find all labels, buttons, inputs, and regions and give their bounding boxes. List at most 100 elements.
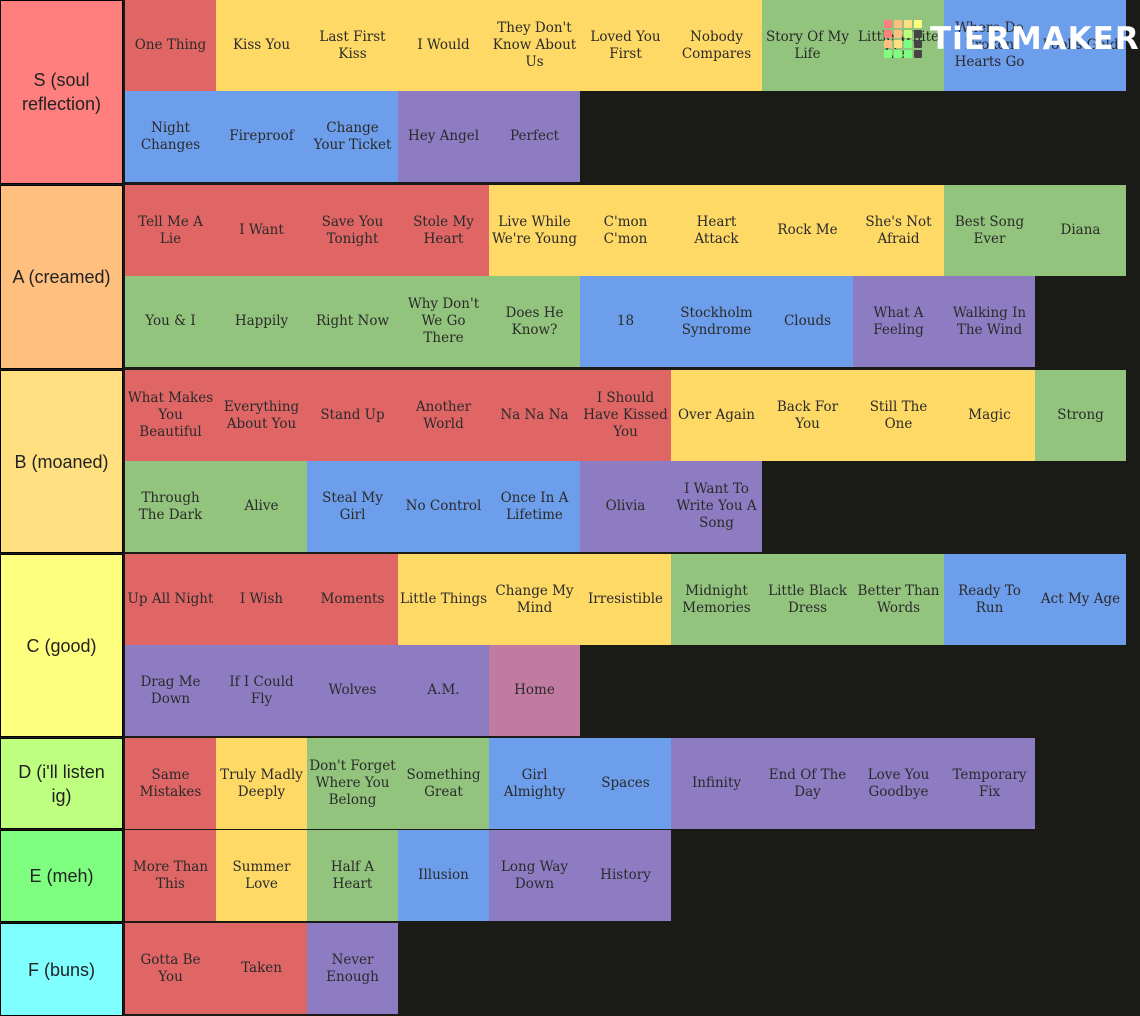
logo-grid-square [884, 50, 892, 58]
tier-item-card[interactable]: Clouds [762, 276, 853, 367]
tier-item-card[interactable]: Never Enough [307, 923, 398, 1014]
tier-item-card[interactable]: Live While We're Young [489, 185, 580, 276]
tier-item-card[interactable]: Through The Dark [125, 461, 216, 552]
tier-item-card[interactable]: Wolves [307, 645, 398, 736]
tier-item-card[interactable]: They Don't Know About Us [489, 0, 580, 91]
tier-item-card[interactable]: Still The One [853, 370, 944, 461]
tier-item-card[interactable]: I Want [216, 185, 307, 276]
tier-item-card[interactable]: Heart Attack [671, 185, 762, 276]
tier-item-card[interactable]: Don't Forget Where You Belong [307, 738, 398, 829]
tier-item-card[interactable]: Moments [307, 554, 398, 645]
tier-item-card[interactable]: Truly Madly Deeply [216, 738, 307, 829]
tier-label[interactable]: C (good) [0, 554, 123, 737]
tier-label[interactable]: F (buns) [0, 923, 123, 1016]
tier-item-card[interactable]: Right Now [307, 276, 398, 367]
tier-item-card[interactable]: Home [489, 645, 580, 736]
tier-item-card[interactable]: Fireproof [216, 91, 307, 182]
tier-item-card[interactable]: Little Things [398, 554, 489, 645]
tier-item-card[interactable]: If I Could Fly [216, 645, 307, 736]
tier-item-card[interactable]: I Should Have Kissed You [580, 370, 671, 461]
tier-item-card[interactable]: Change My Mind [489, 554, 580, 645]
tier-item-card[interactable]: Does He Know? [489, 276, 580, 367]
tier-item-card[interactable]: Up All Night [125, 554, 216, 645]
logo-grid-square [894, 40, 902, 48]
tier-item-card[interactable]: Diana [1035, 185, 1126, 276]
tier-item-card[interactable]: Little Black Dress [762, 554, 853, 645]
tier-item-card[interactable]: Better Than Words [853, 554, 944, 645]
tier-item-card[interactable]: More Than This [125, 830, 216, 921]
tier-item-card[interactable]: I Want To Write You A Song [671, 461, 762, 552]
tier-item-card[interactable]: Hey Angel [398, 91, 489, 182]
tier-item-card[interactable]: Temporary Fix [944, 738, 1035, 829]
tier-item-card[interactable]: She's Not Afraid [853, 185, 944, 276]
tier-item-card[interactable]: Tell Me A Lie [125, 185, 216, 276]
tier-item-card[interactable]: Alive [216, 461, 307, 552]
tier-item-card[interactable]: Act My Age [1035, 554, 1126, 645]
tier-item-card[interactable]: Spaces [580, 738, 671, 829]
tier-item-card[interactable]: Everything About You [216, 370, 307, 461]
tier-item-card[interactable]: No Control [398, 461, 489, 552]
tier-item-card[interactable]: Girl Almighty [489, 738, 580, 829]
tier-label[interactable]: D (i'll listen ig) [0, 738, 123, 829]
tier-item-card[interactable]: Stole My Heart [398, 185, 489, 276]
tier-item-card[interactable]: Save You Tonight [307, 185, 398, 276]
tier-item-card[interactable]: Na Na Na [489, 370, 580, 461]
tier-item-card[interactable]: Long Way Down [489, 830, 580, 921]
tier-item-card[interactable]: Walking In The Wind [944, 276, 1035, 367]
tier-item-card[interactable]: Over Again [671, 370, 762, 461]
tier-item-card[interactable]: Something Great [398, 738, 489, 829]
tier-item-card[interactable]: Illusion [398, 830, 489, 921]
tier-items-container: Up All Night I Wish Moments Little Things Ch… [123, 554, 1140, 737]
tier-item-card[interactable]: Loved You First [580, 0, 671, 91]
tier-item-card[interactable]: Irresistible [580, 554, 671, 645]
tier-item-card[interactable]: Half A Heart [307, 830, 398, 921]
tier-item-card[interactable]: Perfect [489, 91, 580, 182]
tier-item-card[interactable]: Best Song Ever [944, 185, 1035, 276]
tier-item-card[interactable]: Steal My Girl [307, 461, 398, 552]
tier-item-card[interactable]: Stockholm Syndrome [671, 276, 762, 367]
tier-item-card[interactable]: Midnight Memories [671, 554, 762, 645]
tier-item-card[interactable]: Ready To Run [944, 554, 1035, 645]
tier-item-card[interactable]: History [580, 830, 671, 921]
tier-item-card[interactable]: Once In A Lifetime [489, 461, 580, 552]
tier-item-card[interactable]: C'mon C'mon [580, 185, 671, 276]
tier-item-card[interactable]: I Wish [216, 554, 307, 645]
tier-item-card[interactable]: Strong [1035, 370, 1126, 461]
tier-item-card[interactable]: Where Do Broken Hearts Go [944, 0, 1035, 91]
tier-label[interactable]: A (creamed) [0, 185, 123, 369]
tier-item-card[interactable]: Taken [216, 923, 307, 1014]
logo-grid-square [904, 50, 912, 58]
tier-item-card[interactable]: Olivia [580, 461, 671, 552]
tier-item-card[interactable]: I Would [398, 0, 489, 91]
tier-item-card[interactable]: Story Of My Life [762, 0, 853, 91]
tier-item-card[interactable]: Night Changes [125, 91, 216, 182]
tier-item-card[interactable]: Another World [398, 370, 489, 461]
tier-item-card[interactable]: Last First Kiss [307, 0, 398, 91]
tier-item-card[interactable]: Kiss You [216, 0, 307, 91]
tier-item-card[interactable]: A.M. [398, 645, 489, 736]
tier-item-card[interactable]: Drag Me Down [125, 645, 216, 736]
tier-item-card[interactable]: Gotta Be You [125, 923, 216, 1014]
tier-item-card[interactable]: Infinity [671, 738, 762, 829]
tier-item-card[interactable]: Happily [216, 276, 307, 367]
tier-item-card[interactable]: What A Feeling [853, 276, 944, 367]
tier-item-card[interactable]: 18 [580, 276, 671, 367]
tier-label[interactable]: S (soul reflection) [0, 0, 123, 184]
tier-item-card[interactable]: Magic [944, 370, 1035, 461]
tier-item-card[interactable]: Nobody Compares [671, 0, 762, 91]
tier-item-card[interactable]: Back For You [762, 370, 853, 461]
tier-item-card[interactable]: Change Your Ticket [307, 91, 398, 182]
tier-item-card[interactable]: End Of The Day [762, 738, 853, 829]
tier-item-card[interactable]: Same Mistakes [125, 738, 216, 829]
tier-item-card[interactable]: You & I [125, 276, 216, 367]
tier-item-card[interactable]: One Thing [125, 0, 216, 91]
tier-item-card[interactable]: What Makes You Beautiful [125, 370, 216, 461]
tier-label[interactable]: E (meh) [0, 830, 123, 922]
tier-item-card[interactable]: Love You Goodbye [853, 738, 944, 829]
tier-item-card[interactable]: Why Don't We Go There [398, 276, 489, 367]
tier-item-card[interactable]: Summer Love [216, 830, 307, 921]
tier-item-card[interactable]: Stand Up [307, 370, 398, 461]
tier-item-card[interactable]: Rock Me [762, 185, 853, 276]
tier-item-card[interactable]: Fool's Gold [1035, 0, 1126, 91]
tier-label[interactable]: B (moaned) [0, 370, 123, 553]
